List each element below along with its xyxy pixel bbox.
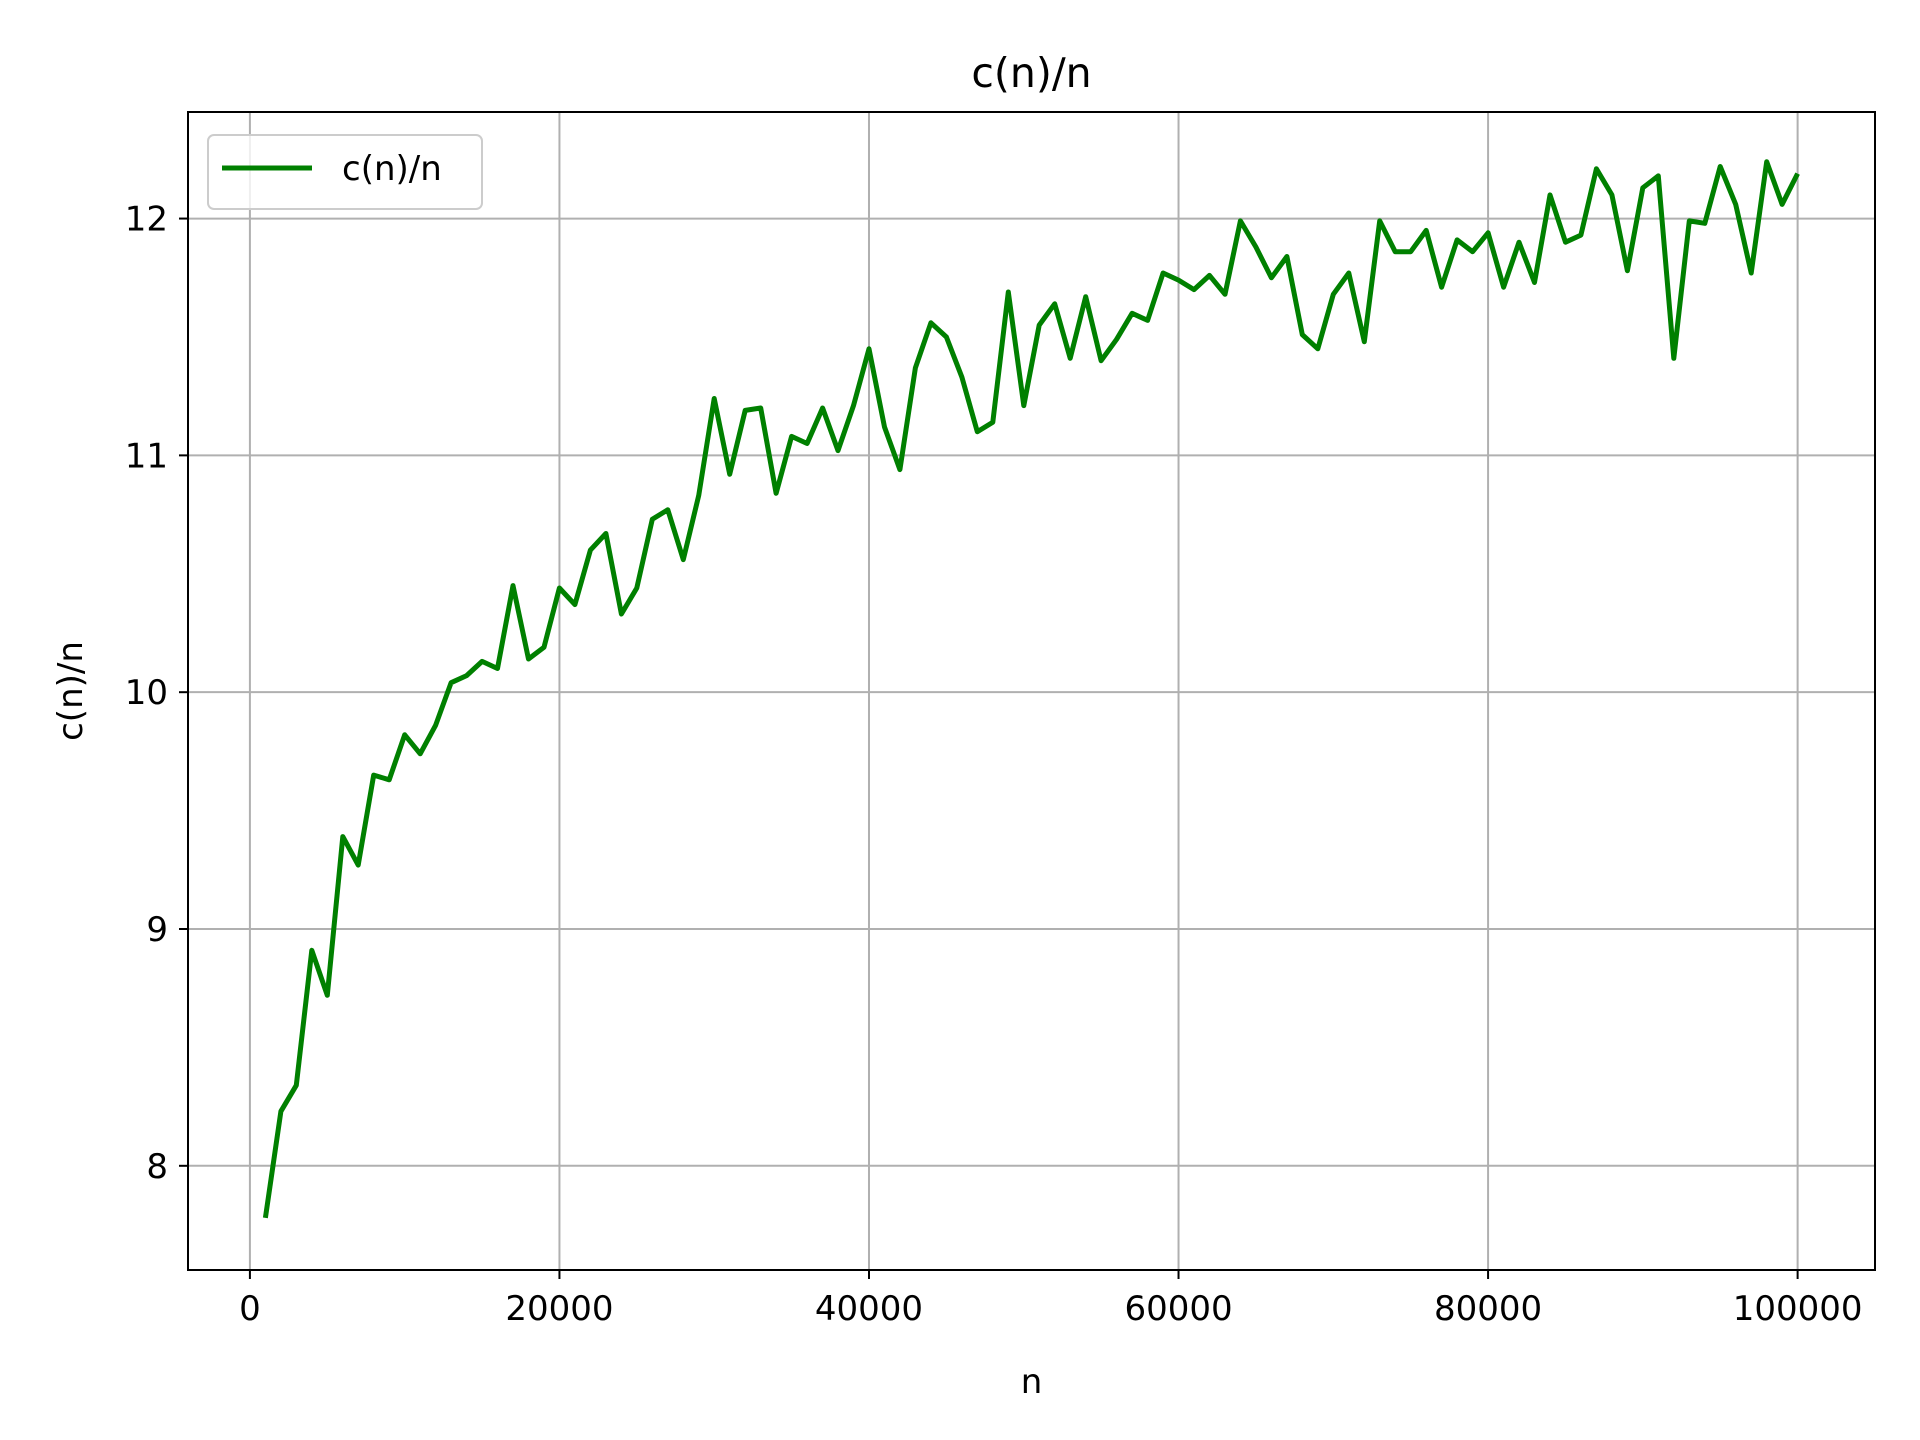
x-tick-label: 100000 [1733, 1289, 1863, 1329]
y-tick-label: 9 [146, 910, 168, 950]
chart-title: c(n)/n [971, 49, 1091, 97]
x-axis-label: n [1021, 1362, 1043, 1402]
grid [188, 112, 1875, 1270]
y-axis-label: c(n)/n [51, 641, 91, 741]
y-tick-label: 10 [125, 673, 168, 713]
x-tick-label: 20000 [505, 1289, 613, 1329]
series-layer [262, 159, 1800, 1219]
ticks: 0 20000 40000 60000 80000 100000 8 9 10 11 12 [125, 200, 1863, 1329]
x-tick-label: 60000 [1124, 1289, 1232, 1329]
x-tick-label: 0 [239, 1289, 261, 1329]
legend: c(n)/n [207, 134, 483, 210]
legend-label: c(n)/n [342, 149, 442, 189]
y-tick-label: 11 [125, 436, 168, 476]
y-tick-label: 12 [125, 200, 168, 240]
x-tick-label: 40000 [815, 1289, 923, 1329]
x-tick-label: 80000 [1434, 1289, 1542, 1329]
plot-frame [187, 111, 1876, 1271]
series-line [262, 159, 1800, 1219]
y-tick-label: 8 [146, 1147, 168, 1187]
legend-box [207, 134, 483, 210]
